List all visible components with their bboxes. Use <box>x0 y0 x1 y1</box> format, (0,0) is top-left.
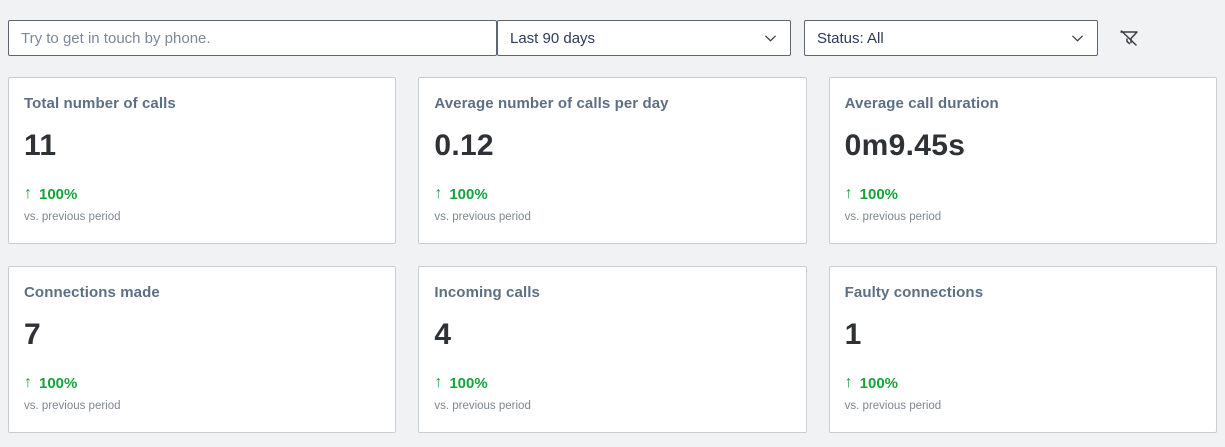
kpi-cards-grid: Total number of calls 11 ↑ 100% vs. prev… <box>0 56 1225 433</box>
card-title: Faulty connections <box>844 284 984 301</box>
chevron-down-icon <box>1070 31 1085 46</box>
card-value: 4 <box>434 318 452 351</box>
kpi-card-connections-made: Connections made 7 ↑ 100% vs. previous p… <box>8 266 397 433</box>
trend-value: 100% <box>449 185 488 203</box>
card-subtitle: vs. previous period <box>434 211 531 223</box>
trend-up-arrow-icon: ↑ <box>24 374 32 391</box>
card-title: Average number of calls per day <box>434 95 669 112</box>
trend-up-arrow-icon: ↑ <box>434 185 443 202</box>
trend-up-arrow-icon: ↑ <box>844 185 853 202</box>
card-trend: ↑ 100% <box>24 374 380 392</box>
filter-off-icon <box>1117 26 1141 50</box>
trend-up-arrow-icon: ↑ <box>844 374 853 391</box>
date-range-value: Last 90 days <box>510 29 596 47</box>
trend-value: 100% <box>39 185 78 203</box>
trend-value: 100% <box>859 185 899 203</box>
search-input[interactable] <box>8 20 497 56</box>
kpi-card-avg-call-duration: Average call duration 0m9.45s ↑ 100% vs.… <box>828 77 1217 244</box>
card-subtitle: vs. previous period <box>434 400 531 412</box>
card-trend: ↑ 100% <box>24 185 380 203</box>
card-trend: ↑ 100% <box>845 185 1201 203</box>
card-trend: ↑ 100% <box>845 374 1201 392</box>
status-dropdown[interactable]: Status: All <box>804 20 1098 56</box>
kpi-card-avg-calls-per-day: Average number of calls per day 0.12 ↑ 1… <box>418 77 807 244</box>
kpi-card-incoming-calls: Incoming calls 4 ↑ 100% vs. previous per… <box>418 266 807 433</box>
card-subtitle: vs. previous period <box>844 400 942 412</box>
card-trend: ↑ 100% <box>434 374 790 392</box>
card-title: Incoming calls <box>434 284 540 301</box>
clear-filters-button[interactable] <box>1114 23 1144 53</box>
trend-value: 100% <box>39 374 78 392</box>
card-subtitle: vs. previous period <box>24 211 121 223</box>
kpi-card-faulty-connections: Faulty connections 1 ↑ 100% vs. previous… <box>828 266 1217 433</box>
card-value: 11 <box>24 129 57 162</box>
card-value: 7 <box>24 318 41 351</box>
trend-up-arrow-icon: ↑ <box>434 374 443 391</box>
card-subtitle: vs. previous period <box>844 211 942 223</box>
status-value: Status: All <box>817 29 884 47</box>
card-title: Average call duration <box>844 95 999 112</box>
card-subtitle: vs. previous period <box>24 400 121 412</box>
date-range-dropdown[interactable]: Last 90 days <box>497 20 791 56</box>
card-title: Connections made <box>24 284 160 301</box>
card-value: 0.12 <box>434 129 494 162</box>
trend-up-arrow-icon: ↑ <box>24 185 32 202</box>
trend-value: 100% <box>859 374 899 392</box>
card-title: Total number of calls <box>24 95 176 112</box>
card-value: 1 <box>844 318 862 351</box>
card-trend: ↑ 100% <box>434 185 790 203</box>
card-value: 0m9.45s <box>844 129 966 162</box>
trend-value: 100% <box>449 374 488 392</box>
kpi-card-total-calls: Total number of calls 11 ↑ 100% vs. prev… <box>8 77 397 244</box>
filter-bar: Last 90 days Status: All <box>0 0 1225 56</box>
chevron-down-icon <box>763 31 778 46</box>
